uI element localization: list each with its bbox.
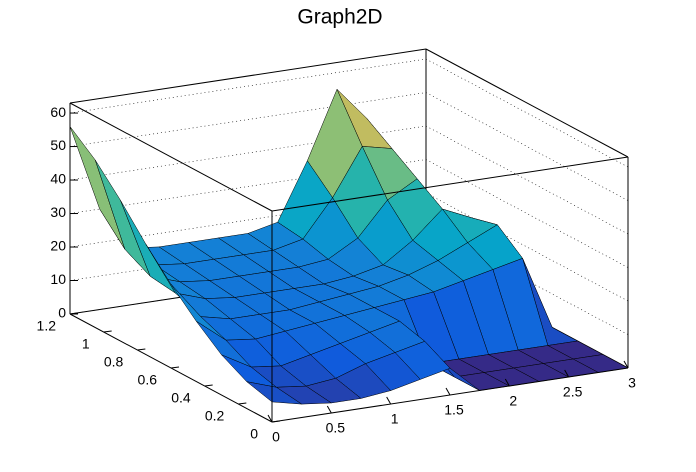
y-tick-label: 0.8 <box>104 354 124 370</box>
x-tick-label: 0.5 <box>326 420 346 436</box>
y-tick-label: 0.6 <box>138 372 158 388</box>
box-edge <box>271 156 629 212</box>
surface-cell <box>246 381 303 405</box>
tick-mark <box>137 348 146 351</box>
surface-cell <box>69 126 126 250</box>
box-edge <box>69 102 273 212</box>
x-tick-label: 1 <box>391 411 399 427</box>
tick-mark <box>238 402 247 405</box>
x-tick-label: 2.5 <box>563 384 583 400</box>
z-tick-label: 30 <box>50 204 66 220</box>
z-tick-label: 0 <box>58 305 66 321</box>
tick-mark <box>564 369 570 378</box>
tick-mark <box>103 330 112 333</box>
y-tick-label: 1.2 <box>37 318 57 334</box>
y-tick-label: 0.2 <box>205 408 225 424</box>
grid-line <box>69 125 629 235</box>
tick-mark <box>69 312 79 315</box>
y-tick-label: 0 <box>250 426 258 442</box>
surface-cell <box>95 159 151 277</box>
y-tick-label: 0.4 <box>171 390 191 406</box>
z-tick-label: 60 <box>50 104 66 120</box>
box-edge <box>425 48 629 158</box>
tick-mark <box>170 366 180 369</box>
tick-mark <box>271 420 281 423</box>
z-tick-label: 40 <box>50 171 66 187</box>
x-tick-label: 0 <box>272 429 280 445</box>
z-tick-label: 20 <box>50 238 66 254</box>
grid-line <box>69 92 629 201</box>
x-tick-label: 2 <box>509 393 517 409</box>
tick-mark <box>504 378 510 387</box>
tick-mark <box>386 396 392 405</box>
box-edge <box>69 48 427 104</box>
tick-mark <box>623 360 629 369</box>
z-tick-label: 10 <box>50 271 66 287</box>
grid-line <box>69 159 629 268</box>
x-tick-label: 3 <box>628 375 636 391</box>
x-tick-label: 1.5 <box>444 402 464 418</box>
tick-mark <box>326 405 332 414</box>
tick-mark <box>445 387 451 396</box>
z-tick-label: 50 <box>50 137 66 153</box>
grid-line <box>69 58 629 168</box>
tick-mark <box>204 384 213 387</box>
y-tick-label: 1 <box>82 336 90 352</box>
tick-mark <box>267 414 273 423</box>
chart-title: Graph2D <box>297 6 382 29</box>
